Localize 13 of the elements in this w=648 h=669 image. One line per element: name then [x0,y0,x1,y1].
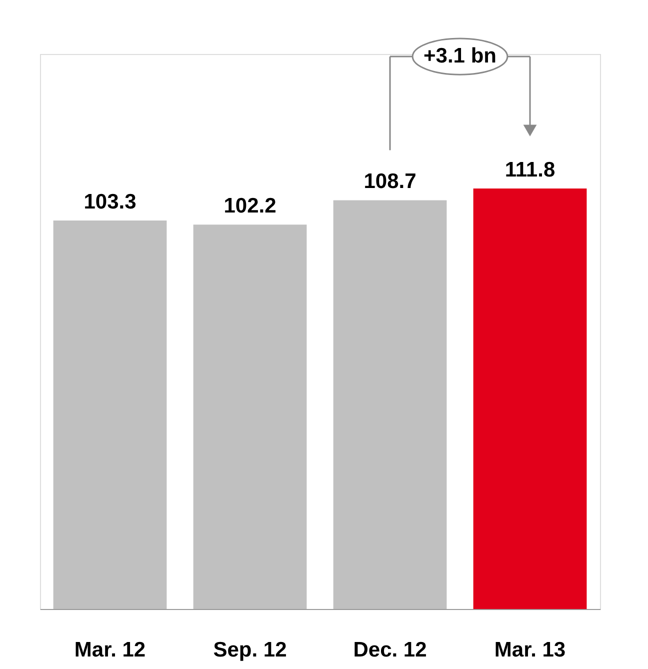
x-tick-label: Sep. 12 [213,638,287,662]
bar [333,200,447,609]
x-tick-label: Mar. 12 [74,638,146,662]
text: +3.1 bn [424,44,496,68]
data-label: 103.3 [84,190,136,214]
bar [473,188,587,609]
x-tick-label: Dec. 12 [353,638,427,662]
x-tick-label: Mar. 13 [494,638,566,662]
data-label: 111.8 [504,158,556,182]
data-label: 108.7 [364,170,416,194]
data-label: 102.2 [224,194,276,218]
bar [53,220,167,609]
bar [193,224,307,609]
